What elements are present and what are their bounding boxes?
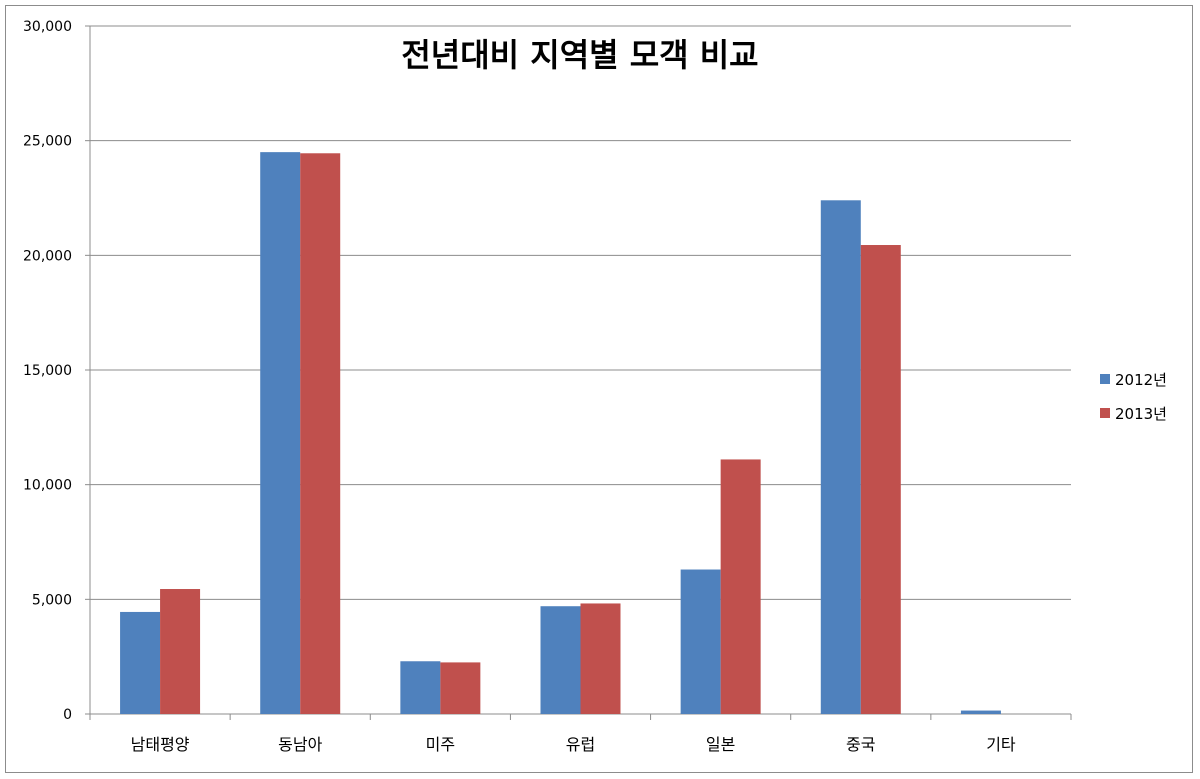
bar-2012 [400,661,441,714]
bar-2013 [160,589,201,714]
legend-label-2012: 2012년 [1115,370,1167,389]
x-tick-label: 미주 [426,735,455,754]
bar-2012 [960,710,1001,714]
y-tick-label: 20,000 [23,248,72,264]
y-tick-label: 25,000 [23,134,72,150]
x-tick-label: 동남아 [278,735,322,754]
legend-swatch-2013 [1100,408,1110,418]
bar-2013 [860,245,901,714]
x-tick-label: 남태평양 [131,735,190,754]
bar-2012 [680,569,721,714]
legend: 2012년 2013년 [1100,362,1167,430]
y-tick-label: 0 [63,707,72,723]
x-tick-label: 중국 [846,735,875,754]
y-tick-label: 5,000 [32,592,72,608]
y-tick-label: 30,000 [23,19,72,35]
bar-2012 [820,200,861,714]
bar-2013 [440,662,481,714]
bar-2013 [300,153,341,714]
legend-label-2013: 2013년 [1115,404,1167,423]
y-tick-label: 15,000 [23,363,72,379]
legend-swatch-2012 [1100,374,1110,384]
y-tick-label: 10,000 [23,478,72,494]
bar-2012 [540,606,581,714]
bar-2012 [260,152,301,715]
x-tick-label: 유럽 [566,735,595,754]
bar-2013 [720,459,761,714]
chart-title: 전년대비 지역별 모객 비교 [401,36,759,74]
legend-item-2012: 2012년 [1100,362,1167,396]
bar-2013 [580,603,621,714]
x-tick-label: 기타 [986,735,1016,754]
x-tick-label: 일본 [706,735,735,754]
bar-2012 [120,611,161,714]
legend-item-2013: 2013년 [1100,396,1167,430]
